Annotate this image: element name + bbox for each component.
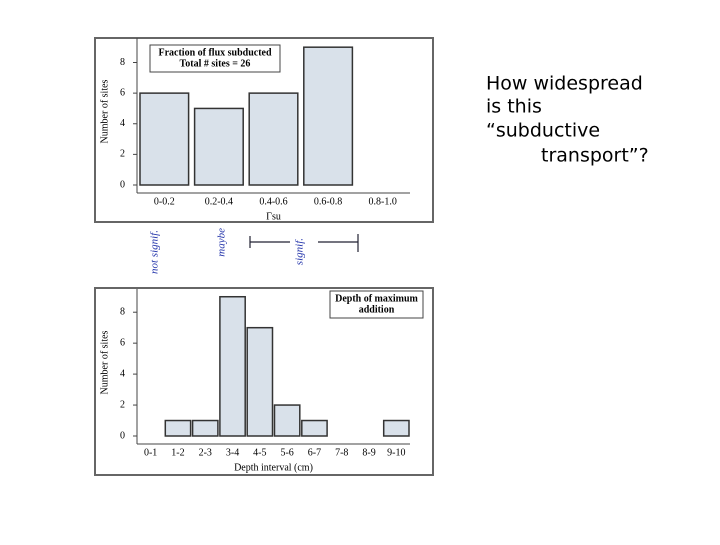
x-tick-label: 7-8 — [335, 447, 348, 458]
x-tick-label: 0.6-0.8 — [314, 196, 342, 207]
question-line: is this — [486, 96, 542, 118]
question-line: How widespread — [486, 73, 643, 95]
legend-text: addition — [359, 304, 395, 315]
x-tick-label: 3-4 — [226, 447, 239, 458]
question-line: “subductive — [486, 120, 600, 142]
question-line: transport”? — [541, 145, 649, 167]
bar — [303, 46, 354, 186]
y-tick-label: 2 — [120, 149, 125, 160]
legend-box — [329, 290, 424, 319]
y-tick-label: 0 — [120, 430, 125, 441]
x-tick-label: 0.8-1.0 — [369, 196, 397, 207]
handwritten-note: maybe — [216, 228, 228, 257]
x-tick-label: 5-6 — [280, 447, 293, 458]
x-tick-label: 2-3 — [199, 447, 212, 458]
x-tick-label: 0-1 — [144, 447, 157, 458]
pencil-marks — [249, 234, 359, 252]
bar — [219, 295, 246, 437]
bar — [164, 419, 192, 437]
x-tick-label: 6-7 — [308, 447, 321, 458]
legend-text: Depth of maximum — [335, 293, 418, 304]
chart-frame — [94, 287, 434, 476]
y-tick-label: 4 — [120, 118, 125, 129]
x-tick-label: 0-0.2 — [154, 196, 175, 207]
x-axis-label: Depth interval (cm) — [234, 462, 313, 473]
y-tick-label: 4 — [120, 368, 125, 379]
bar — [246, 326, 274, 437]
legend-text: Fraction of flux subducted — [158, 47, 272, 58]
legend-text: Total # sites = 26 — [180, 58, 251, 69]
legend-box — [149, 44, 281, 73]
y-tick-label: 6 — [120, 87, 125, 98]
x-tick-label: 1-2 — [171, 447, 184, 458]
handwritten-note: not signif. — [149, 230, 161, 274]
bar — [193, 107, 244, 186]
x-tick-label: 8-9 — [362, 447, 375, 458]
y-tick-label: 8 — [120, 57, 125, 68]
bar — [301, 419, 328, 437]
bar — [191, 419, 219, 437]
x-tick-label: 0.4-0.6 — [259, 196, 287, 207]
y-tick-label: 2 — [120, 399, 125, 410]
x-tick-label: 0.2-0.4 — [205, 196, 233, 207]
bar — [248, 92, 299, 186]
handwritten-note: signif. — [294, 238, 306, 265]
y-tick-label: 0 — [120, 179, 125, 190]
y-axis-label: Number of sites — [99, 79, 110, 143]
bar — [382, 419, 410, 437]
x-axis-label: Γsu — [266, 211, 281, 222]
bar — [139, 92, 190, 186]
x-tick-label: 4-5 — [253, 447, 266, 458]
chart-frame — [94, 37, 434, 223]
y-tick-label: 8 — [120, 307, 125, 318]
y-axis-label: Number of sites — [99, 330, 110, 394]
y-tick-label: 6 — [120, 337, 125, 348]
bar — [273, 404, 301, 437]
x-tick-label: 9-10 — [387, 447, 405, 458]
